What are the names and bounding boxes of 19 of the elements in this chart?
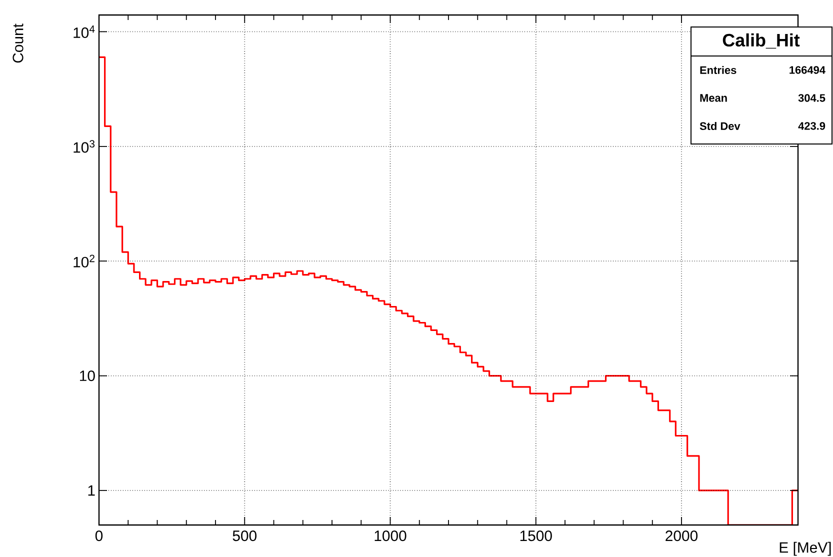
x-tick-label: 1500 (520, 530, 552, 542)
annotation: Entries (700, 66, 736, 74)
y-tick-label: 10 (80, 370, 95, 382)
x-tick-label: 0 (95, 530, 103, 542)
x-tick-label: 2000 (666, 530, 698, 542)
annotation: Mean (700, 94, 727, 102)
text: Calib_Hit (722, 33, 800, 49)
annotation: 166494 (790, 66, 826, 74)
annotation: Std Dev (700, 122, 740, 130)
text: 423.9 (798, 122, 826, 130)
y-tick-label: 1 (88, 485, 95, 496)
text: 304.5 (798, 94, 826, 102)
y-axis-title: Count (12, 24, 24, 63)
x-axis-title: E [MeV] (780, 542, 831, 556)
x-tick-label: 1000 (374, 530, 406, 542)
y-tick-label: 10$^{2}$ (74, 254, 94, 268)
x-tick-label: 500 (232, 530, 257, 542)
y-tick-label: 10$^{3}$ (74, 140, 95, 153)
y-tick-label: 10$^{4}$ (74, 25, 95, 38)
